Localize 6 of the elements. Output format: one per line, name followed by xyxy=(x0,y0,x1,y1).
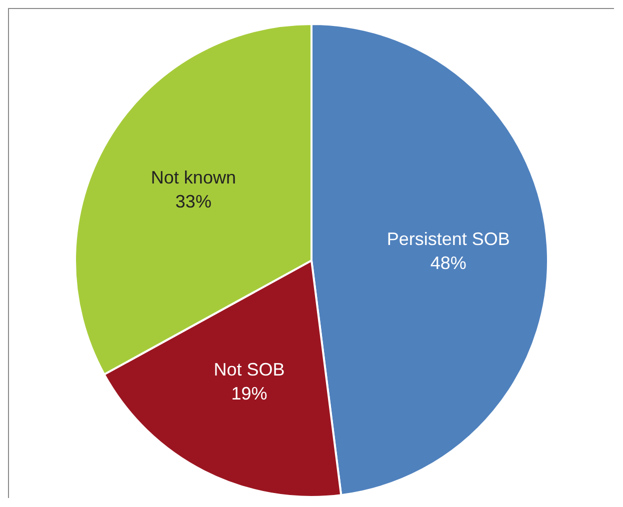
slice-label: Persistent SOB xyxy=(386,228,510,249)
data-label: 33% xyxy=(175,192,212,212)
data-label: 48% xyxy=(430,252,466,273)
data-label: 19% xyxy=(231,384,268,404)
slice-label: Not SOB xyxy=(214,360,285,380)
slice-label: Not known xyxy=(150,168,236,188)
